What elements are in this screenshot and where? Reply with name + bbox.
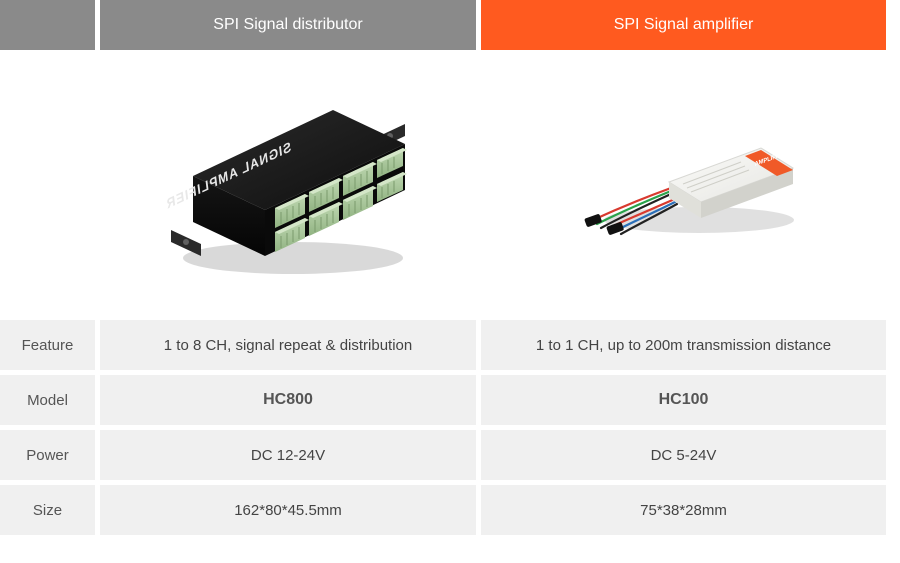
product-image-amplifier: AMPLIFIER <box>481 55 886 315</box>
product-image-distributor: SIGNAL AMPLIFIER <box>100 55 476 315</box>
value-text: 75*38*28mm <box>640 502 727 519</box>
row-label-size: Size <box>0 485 95 535</box>
header-label: SPI Signal amplifier <box>614 16 754 34</box>
distributor-illustration: SIGNAL AMPLIFIER <box>143 80 433 290</box>
header-col-distributor: SPI Signal distributor <box>100 0 476 50</box>
row-value-size-col1: 162*80*45.5mm <box>100 485 476 535</box>
value-text: DC 5-24V <box>651 447 717 464</box>
value-text: HC800 <box>263 391 313 409</box>
row-value-feature-col2: 1 to 1 CH, up to 200m transmission dista… <box>481 320 886 370</box>
value-text: 1 to 8 CH, signal repeat & distribution <box>164 337 412 354</box>
row-label-power: Power <box>0 430 95 480</box>
label-text: Power <box>26 447 69 464</box>
row-value-model-col1: HC800 <box>100 375 476 425</box>
header-col-amplifier: SPI Signal amplifier <box>481 0 886 50</box>
comparison-table: SPI Signal distributor SPI Signal amplif… <box>0 0 900 535</box>
row-value-feature-col1: 1 to 8 CH, signal repeat & distribution <box>100 320 476 370</box>
label-text: Model <box>27 392 68 409</box>
amplifier-illustration: AMPLIFIER <box>549 110 819 260</box>
value-text: DC 12-24V <box>251 447 325 464</box>
value-text: HC100 <box>659 391 709 409</box>
label-text: Size <box>33 502 62 519</box>
row-value-power-col1: DC 12-24V <box>100 430 476 480</box>
value-text: 162*80*45.5mm <box>234 502 342 519</box>
header-blank <box>0 0 95 50</box>
label-text: Feature <box>22 337 74 354</box>
row-label-feature: Feature <box>0 320 95 370</box>
header-label: SPI Signal distributor <box>213 16 362 34</box>
image-row-blank <box>0 55 95 315</box>
row-value-size-col2: 75*38*28mm <box>481 485 886 535</box>
row-value-model-col2: HC100 <box>481 375 886 425</box>
row-label-model: Model <box>0 375 95 425</box>
value-text: 1 to 1 CH, up to 200m transmission dista… <box>536 337 831 354</box>
row-value-power-col2: DC 5-24V <box>481 430 886 480</box>
